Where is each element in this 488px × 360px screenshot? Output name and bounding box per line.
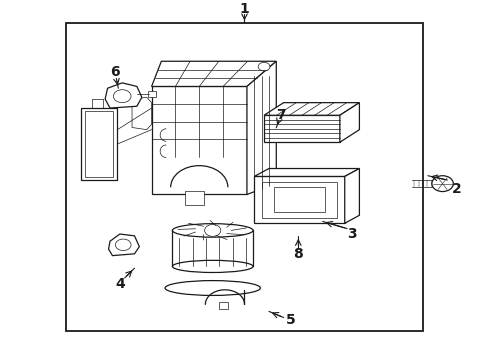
Bar xyxy=(219,302,227,309)
Bar xyxy=(148,91,156,96)
Bar xyxy=(84,111,113,177)
Polygon shape xyxy=(344,168,359,223)
Bar xyxy=(261,182,337,218)
Circle shape xyxy=(431,176,452,192)
Bar xyxy=(151,86,246,194)
Polygon shape xyxy=(151,61,276,86)
Text: 5: 5 xyxy=(285,314,295,327)
Text: 7: 7 xyxy=(276,108,285,122)
Circle shape xyxy=(113,90,131,103)
Polygon shape xyxy=(184,191,203,205)
Bar xyxy=(264,115,339,142)
Polygon shape xyxy=(254,168,359,176)
Polygon shape xyxy=(246,61,276,194)
Polygon shape xyxy=(132,97,151,130)
Polygon shape xyxy=(108,234,139,256)
Ellipse shape xyxy=(164,280,260,296)
Text: 2: 2 xyxy=(451,182,461,196)
Bar xyxy=(254,176,344,223)
Bar xyxy=(273,187,325,212)
Text: 8: 8 xyxy=(293,247,303,261)
Ellipse shape xyxy=(172,260,253,273)
Polygon shape xyxy=(264,103,359,115)
Ellipse shape xyxy=(172,224,253,237)
Circle shape xyxy=(204,225,221,237)
Text: 4: 4 xyxy=(115,278,124,291)
Circle shape xyxy=(258,62,269,71)
Text: 1: 1 xyxy=(239,2,249,16)
Text: 6: 6 xyxy=(110,65,120,79)
Polygon shape xyxy=(339,103,359,142)
Circle shape xyxy=(115,239,131,251)
Bar xyxy=(81,108,117,180)
Bar xyxy=(66,23,422,331)
Text: 3: 3 xyxy=(346,227,356,241)
Polygon shape xyxy=(105,83,142,108)
